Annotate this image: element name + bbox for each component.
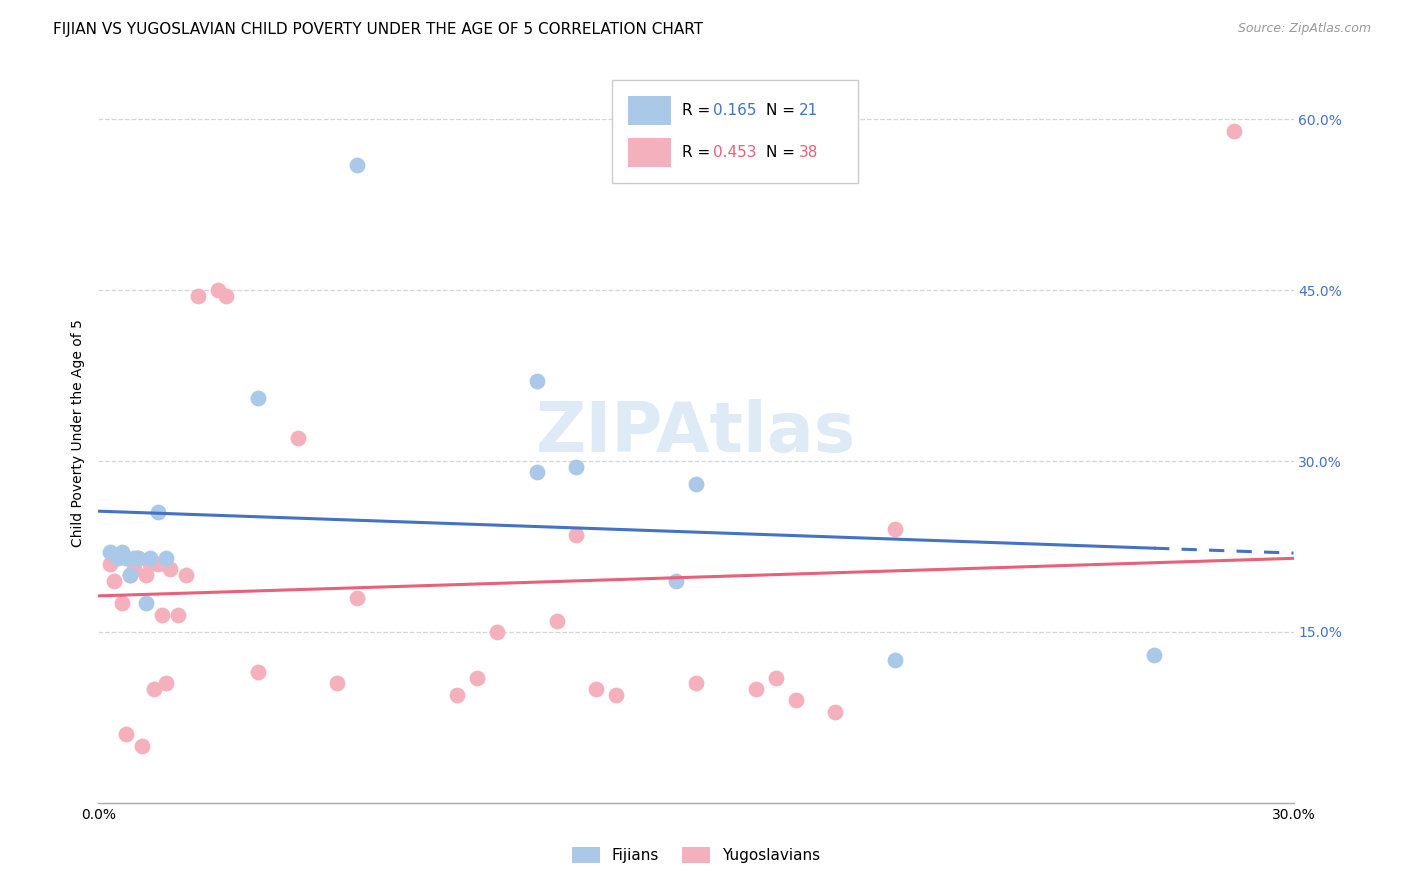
Point xyxy=(884,523,907,537)
Point xyxy=(98,545,122,559)
Point xyxy=(745,681,768,696)
Point xyxy=(485,624,508,639)
Point xyxy=(148,505,170,519)
Point xyxy=(187,289,209,303)
Point xyxy=(605,688,627,702)
Point xyxy=(143,681,166,696)
Point xyxy=(155,550,177,565)
Point xyxy=(685,676,707,690)
Point xyxy=(326,676,349,690)
Point xyxy=(665,574,688,588)
Legend: Fijians, Yugoslavians: Fijians, Yugoslavians xyxy=(567,841,825,869)
Text: 21: 21 xyxy=(799,103,818,118)
Point xyxy=(131,739,153,753)
Point xyxy=(446,688,468,702)
Point xyxy=(115,727,138,741)
Point xyxy=(685,476,707,491)
Text: R =: R = xyxy=(682,103,716,118)
Text: ZIPAtlas: ZIPAtlas xyxy=(536,399,856,467)
Point xyxy=(207,283,229,297)
Point xyxy=(150,607,173,622)
Point xyxy=(167,607,190,622)
Text: R =: R = xyxy=(682,145,716,160)
Point xyxy=(565,528,588,542)
Point xyxy=(565,459,588,474)
Point xyxy=(585,681,607,696)
Point xyxy=(526,466,548,480)
Point xyxy=(824,705,846,719)
Point xyxy=(246,392,269,406)
Point xyxy=(148,557,170,571)
Point xyxy=(465,671,488,685)
Text: N =: N = xyxy=(766,103,800,118)
Text: FIJIAN VS YUGOSLAVIAN CHILD POVERTY UNDER THE AGE OF 5 CORRELATION CHART: FIJIAN VS YUGOSLAVIAN CHILD POVERTY UNDE… xyxy=(53,22,703,37)
Point xyxy=(346,591,368,605)
Point xyxy=(124,550,146,565)
Point xyxy=(107,550,129,565)
Text: 0.165: 0.165 xyxy=(713,103,756,118)
Point xyxy=(115,550,138,565)
Text: 0.453: 0.453 xyxy=(713,145,756,160)
Point xyxy=(139,550,162,565)
Point xyxy=(346,158,368,172)
Point xyxy=(127,550,149,565)
Point xyxy=(215,289,238,303)
Point xyxy=(884,653,907,667)
Point xyxy=(546,614,568,628)
Point xyxy=(139,557,162,571)
Text: 38: 38 xyxy=(799,145,818,160)
Point xyxy=(155,676,177,690)
Point xyxy=(111,597,134,611)
Point xyxy=(765,671,787,685)
Point xyxy=(1143,648,1166,662)
Point xyxy=(135,568,157,582)
Point xyxy=(785,693,807,707)
Text: N =: N = xyxy=(766,145,800,160)
Point xyxy=(120,568,142,582)
Point xyxy=(124,562,146,576)
Point xyxy=(1223,124,1246,138)
Y-axis label: Child Poverty Under the Age of 5: Child Poverty Under the Age of 5 xyxy=(70,318,84,547)
Point xyxy=(135,597,157,611)
Point xyxy=(287,431,309,445)
Point xyxy=(246,665,269,679)
Point xyxy=(127,550,149,565)
Point xyxy=(159,562,181,576)
Point xyxy=(120,568,142,582)
Text: Source: ZipAtlas.com: Source: ZipAtlas.com xyxy=(1237,22,1371,36)
Point xyxy=(111,545,134,559)
Point xyxy=(174,568,197,582)
Point xyxy=(103,574,125,588)
Point xyxy=(98,557,122,571)
Point xyxy=(526,375,548,389)
